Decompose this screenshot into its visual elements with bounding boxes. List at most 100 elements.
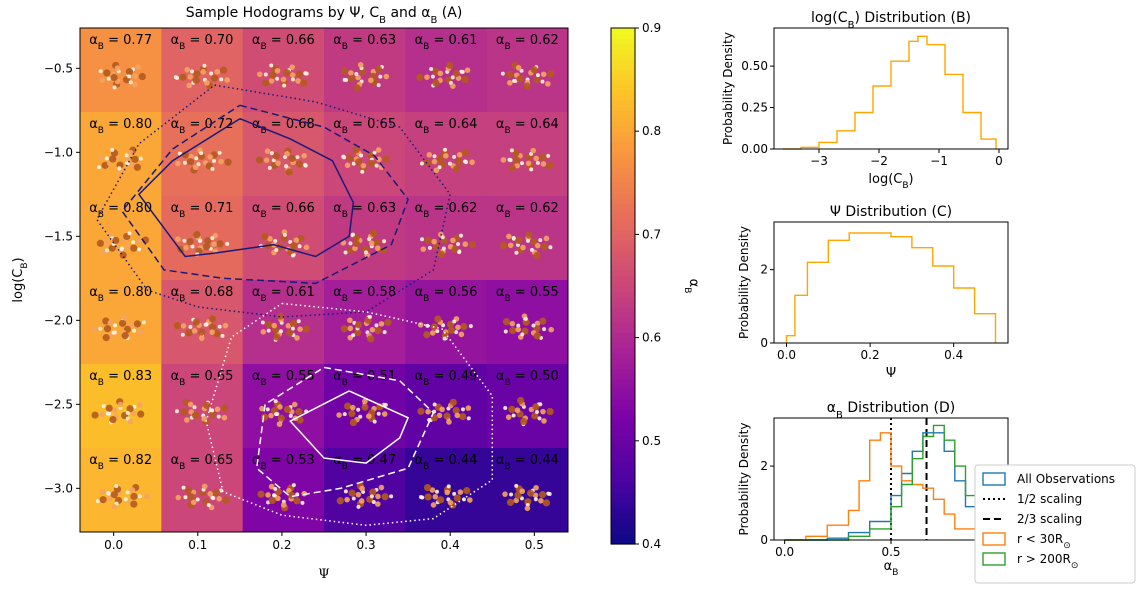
- hodogram-point: [261, 232, 269, 240]
- hodogram-point: [260, 329, 267, 335]
- colorbar-segment: [611, 538, 635, 545]
- heatmap-cell: [161, 280, 244, 365]
- colorbar-segment: [611, 492, 635, 499]
- hodogram-point: [301, 490, 308, 497]
- hodogram-point: [449, 398, 457, 406]
- cell-alpha-label: αB = 0.71: [171, 201, 234, 220]
- colorbar-tick-label: 0.5: [642, 434, 661, 448]
- hodogram-point: [533, 332, 541, 340]
- hodogram-point: [280, 76, 287, 83]
- hodogram-point: [284, 164, 289, 169]
- hodogram-point: [283, 69, 291, 77]
- colorbar-segment: [611, 208, 635, 215]
- hodogram-point: [184, 486, 192, 494]
- hodogram-point: [351, 161, 356, 166]
- colorbar-segment: [611, 280, 635, 287]
- density-contour: [121, 104, 409, 285]
- hodogram-point: [354, 72, 359, 77]
- colorbar-segment: [611, 471, 635, 478]
- hodogram-point: [260, 320, 265, 325]
- heatmap-cell: [80, 28, 162, 113]
- hodogram-point: [104, 248, 109, 253]
- colorbar-segment: [611, 95, 635, 101]
- y-tick-label: −3.0: [44, 481, 73, 495]
- y-tick-label: 0.00: [741, 142, 768, 156]
- colorbar-segment: [611, 53, 635, 60]
- hodogram-point: [212, 488, 221, 496]
- cell-alpha-label: αB = 0.65: [171, 369, 234, 388]
- colorbar-segment: [611, 182, 635, 189]
- hodogram-point: [354, 321, 363, 329]
- hodogram-point: [454, 412, 461, 419]
- hodogram-point: [187, 493, 195, 501]
- colorbar-segment: [611, 58, 635, 65]
- colorbar-segment: [611, 74, 635, 81]
- hodogram-point: [282, 232, 287, 237]
- x-tick-label: 0.2: [861, 348, 880, 362]
- hodogram-point: [256, 71, 263, 78]
- hodogram-point: [524, 505, 531, 512]
- colorbar-segment: [611, 275, 635, 282]
- legend-label: r < 30R⊙: [1017, 532, 1071, 551]
- colorbar-segment: [611, 136, 635, 143]
- cell-alpha-label: αB = 0.53: [252, 453, 315, 472]
- density-contour: [95, 84, 452, 318]
- cell-alpha-label: αB = 0.82: [89, 453, 152, 472]
- hodogram-point: [300, 500, 305, 505]
- hodogram-point: [376, 411, 381, 416]
- hodogram-point: [442, 336, 447, 341]
- cell-alpha-label: αB = 0.47: [333, 453, 396, 472]
- hodogram-point: [257, 490, 265, 498]
- hodogram-point: [540, 161, 547, 167]
- colorbar-segment: [611, 389, 635, 395]
- x-axis-label: αB: [884, 559, 899, 578]
- hodogram-point: [289, 64, 296, 70]
- hodogram-point: [207, 154, 213, 160]
- x-tick-label: 0: [995, 154, 1003, 168]
- hodogram-point: [363, 250, 368, 255]
- hodogram-point: [183, 495, 188, 500]
- hodogram-point: [437, 165, 442, 170]
- colorbar-segment: [611, 48, 635, 55]
- density-contour: [137, 118, 355, 258]
- hodogram-point: [378, 484, 385, 491]
- hodogram-point: [211, 158, 216, 163]
- hodogram-point: [127, 231, 132, 236]
- hodogram-point: [209, 71, 214, 76]
- hodogram-point: [520, 417, 528, 425]
- hodogram-point: [446, 320, 455, 328]
- chart-title: αB Distribution (D): [827, 400, 955, 421]
- hodogram-point: [367, 237, 372, 242]
- hodogram-point: [174, 409, 179, 414]
- hodogram-point: [431, 238, 437, 245]
- heatmap-cell: [161, 364, 244, 449]
- hodogram-point: [288, 154, 296, 163]
- hodogram-point: [537, 416, 542, 421]
- cell-alpha-label: αB = 0.62: [496, 201, 559, 220]
- hodogram-point: [177, 151, 182, 156]
- colorbar-segment: [611, 322, 635, 328]
- colorbar-segment: [611, 291, 635, 297]
- hodogram-point: [432, 402, 437, 407]
- hodogram-point: [201, 483, 208, 490]
- hodogram-point: [344, 402, 352, 410]
- hodogram-point: [357, 62, 364, 68]
- hodogram-point: [144, 493, 150, 500]
- hodogram-point: [119, 247, 124, 252]
- hodogram-point: [290, 77, 295, 82]
- hodogram-point: [125, 490, 130, 495]
- hodogram-point: [265, 492, 271, 498]
- hodogram-point: [180, 408, 188, 416]
- hodogram-point: [546, 407, 554, 416]
- hodogram-point: [126, 405, 134, 413]
- hodogram-point: [540, 408, 546, 415]
- hodogram-point: [453, 494, 461, 502]
- hodogram-point: [425, 323, 430, 328]
- hodogram-point: [436, 154, 444, 162]
- hodogram-point: [208, 315, 217, 323]
- hodogram-point: [539, 317, 547, 325]
- hodogram-point: [218, 158, 224, 165]
- hodogram-point: [133, 320, 142, 328]
- hodogram-point: [446, 419, 452, 425]
- hodogram-point: [369, 229, 378, 237]
